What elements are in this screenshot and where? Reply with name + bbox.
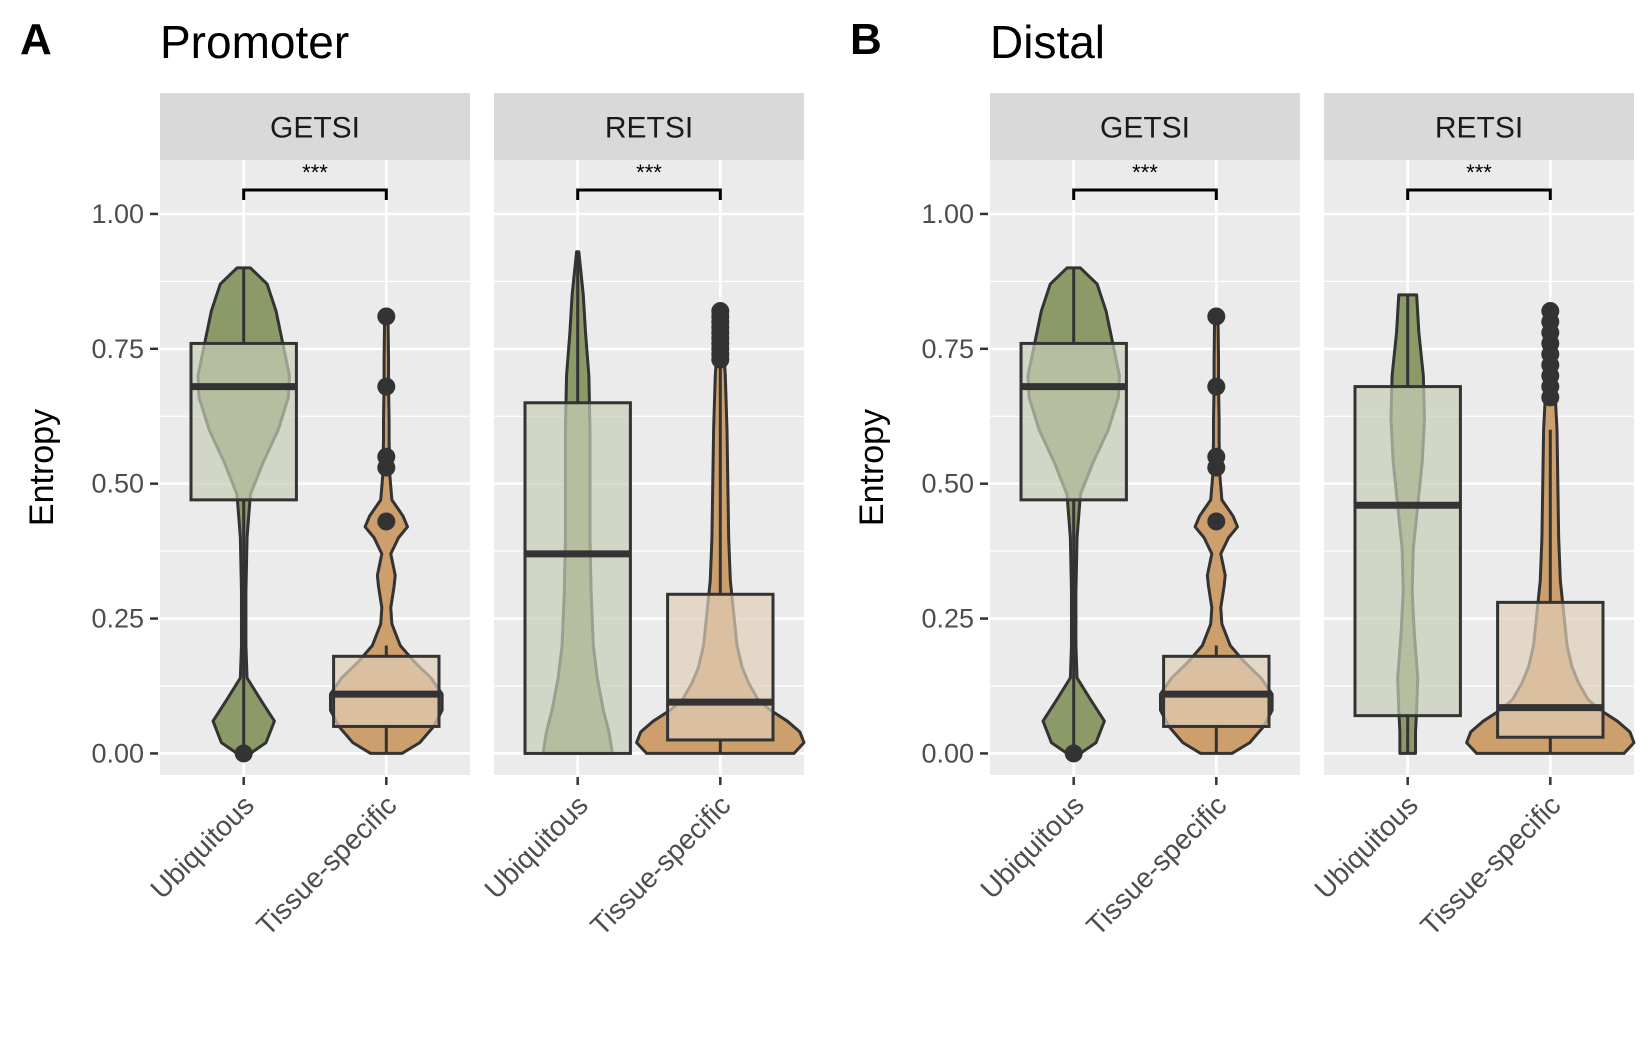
- chart-panel-a: A PromoterEntropy0.000.250.500.751.00GETS…: [20, 15, 806, 941]
- facet-strip-label: RETSI: [1435, 112, 1523, 145]
- group-ubiquitous: [189, 266, 298, 763]
- significance-label: ***: [302, 160, 328, 185]
- group-tissue-specific: [635, 302, 806, 755]
- outlier-point: [711, 350, 730, 369]
- outlier-point: [377, 512, 396, 531]
- y-tick-label: 0.50: [921, 469, 974, 499]
- box-iqr: [1019, 341, 1128, 502]
- panel-title: Distal: [990, 16, 1105, 68]
- outlier-point: [1207, 512, 1226, 531]
- panel-letter: A: [20, 15, 52, 64]
- box-iqr: [523, 401, 632, 755]
- outlier-point: [377, 307, 396, 326]
- y-axis-label: Entropy: [23, 409, 61, 526]
- group-tissue-specific: [329, 307, 444, 755]
- y-tick-label: 1.00: [91, 199, 144, 229]
- box-iqr: [1353, 385, 1462, 718]
- outlier-point: [1207, 458, 1226, 477]
- significance-bracket: [1406, 188, 1552, 200]
- significance-label: ***: [636, 160, 662, 185]
- significance-bracket: [1072, 188, 1218, 200]
- x-tick-label: Tissue-specific: [584, 789, 736, 941]
- outlier-point: [234, 744, 253, 763]
- group-ubiquitous: [523, 250, 632, 755]
- x-tick-label: Ubiquitous: [1308, 789, 1423, 904]
- outlier-point: [1207, 307, 1226, 326]
- facet-strip: [1324, 93, 1634, 160]
- facet-strip-label: GETSI: [270, 112, 360, 145]
- facet-strip: [160, 93, 470, 160]
- chart-panel-b: B Distal Entropy 0.00 0.25 0.50 0.75 1.00 GETSI *…: [850, 15, 1636, 941]
- significance-bracket: [242, 188, 388, 200]
- y-tick-label: 1.00: [921, 199, 974, 229]
- group-ubiquitous: [1019, 266, 1128, 763]
- facet-strip-label: GETSI: [1100, 112, 1190, 145]
- panel-letter: B: [850, 15, 882, 64]
- group-tissue-specific: [1465, 302, 1636, 755]
- x-tick-label: Tissue-specific: [1414, 789, 1566, 941]
- box-iqr: [1496, 600, 1605, 739]
- significance-label: ***: [1132, 160, 1158, 185]
- outlier-point: [1541, 388, 1560, 407]
- x-tick-label: Ubiquitous: [974, 789, 1089, 904]
- y-tick-label: 0.75: [921, 334, 974, 364]
- facet-strip-label: RETSI: [605, 112, 693, 145]
- panel-title: Promoter: [160, 16, 349, 68]
- y-tick-label: 0.00: [921, 738, 974, 768]
- x-tick-label: Ubiquitous: [478, 789, 593, 904]
- y-tick-label: 0.25: [921, 604, 974, 634]
- outlier-point: [1064, 744, 1083, 763]
- outlier-point: [377, 377, 396, 396]
- group-tissue-specific: [1159, 307, 1274, 755]
- facet-strip: [990, 93, 1300, 160]
- y-tick-label: 0.25: [91, 604, 144, 634]
- outlier-point: [1207, 377, 1226, 396]
- x-tick-label: Ubiquitous: [144, 789, 259, 904]
- group-ubiquitous: [1353, 293, 1462, 755]
- y-tick-label: 0.50: [91, 469, 144, 499]
- y-axis-label: Entropy: [853, 409, 891, 526]
- y-tick-label: 0.00: [91, 738, 144, 768]
- box-iqr: [666, 592, 775, 742]
- x-tick-label: Tissue-specific: [250, 789, 402, 941]
- box-iqr: [189, 341, 298, 502]
- facet-strip: [494, 93, 804, 160]
- x-tick-label: Tissue-specific: [1080, 789, 1232, 941]
- significance-label: ***: [1466, 160, 1492, 185]
- y-tick-label: 0.75: [91, 334, 144, 364]
- significance-bracket: [576, 188, 722, 200]
- outlier-point: [377, 458, 396, 477]
